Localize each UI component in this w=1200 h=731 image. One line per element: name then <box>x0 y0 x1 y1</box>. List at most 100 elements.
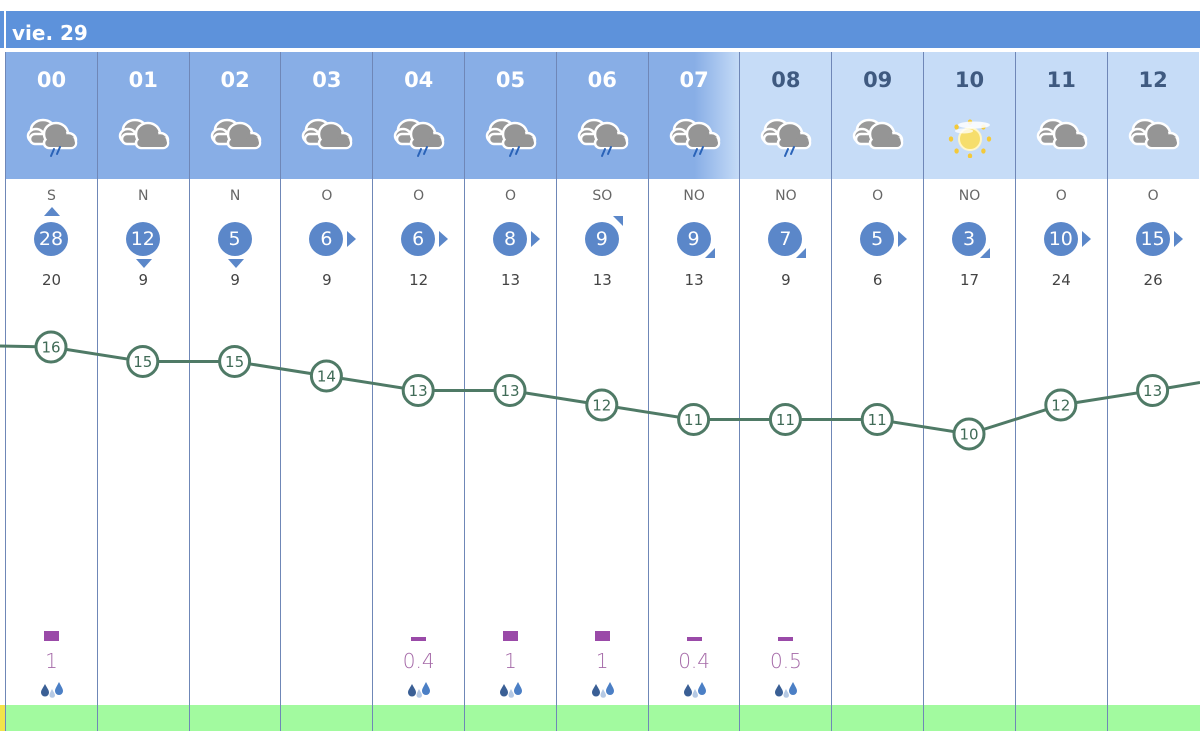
hour-label: 00 <box>36 68 67 92</box>
wind-speed-badge: 5 <box>860 222 895 256</box>
hour-column[interactable]: 09 O 5 6 <box>831 52 924 731</box>
wind-gust: 20 <box>41 271 62 289</box>
wind-speed-badge: 6 <box>401 222 436 256</box>
wind-gust: 9 <box>230 271 240 289</box>
hour-column[interactable]: 01 N 12 9 <box>96 52 189 731</box>
hour-column[interactable]: 00 S 28 20 1 <box>5 52 97 731</box>
cloud-icon <box>852 112 904 158</box>
precipitation-amount: 1 <box>45 649 58 673</box>
hour-column[interactable]: 06 SO 9 13 1 <box>555 52 648 731</box>
hour-columns: 00 S 28 20 1 01 N 12 9 02 N 5 9 03 O 6 9 04 O 6 12 0.4 05 O 8 13 1… <box>5 52 1200 731</box>
wind-direction: O <box>413 188 425 204</box>
hour-column[interactable]: 04 O 6 12 0.4 <box>372 52 465 731</box>
wind-arrow-right-icon <box>531 231 540 247</box>
hour-column[interactable]: 03 O 6 9 <box>280 52 373 731</box>
precipitation-bar <box>503 631 518 641</box>
wind-arrow-down-right-icon <box>980 248 990 258</box>
wind-gust: 13 <box>500 271 521 289</box>
wind-speed-badge: 10 <box>1043 222 1078 256</box>
wind-speed-badge: 3 <box>952 222 986 256</box>
wind-arrow-up-icon <box>44 207 60 216</box>
hour-label: 07 <box>679 68 709 92</box>
cloud-icon <box>118 112 170 158</box>
wind-gust: 12 <box>409 271 429 289</box>
wind-arrow-up-right-icon <box>612 216 623 226</box>
hour-column[interactable]: 12 O 15 26 <box>1106 52 1199 731</box>
separator <box>0 48 1200 52</box>
precipitation-amount: 1 <box>504 649 517 673</box>
wind-arrow-right-icon <box>347 231 357 247</box>
wind-arrow-down-right-icon <box>796 248 807 258</box>
precipitation-amount: 0.4 <box>402 649 435 673</box>
wind-arrow-down-icon <box>135 259 152 268</box>
rain-drops-icon <box>498 680 524 700</box>
top-gap <box>0 0 1200 11</box>
hour-header <box>1107 52 1199 179</box>
rain-drops-icon <box>406 680 432 700</box>
precipitation-amount: 0.5 <box>769 649 802 673</box>
cloud-rain-icon <box>669 112 721 158</box>
precipitation-bar <box>778 637 794 641</box>
hour-header <box>6 52 97 179</box>
wind-arrow-down-icon <box>227 259 244 268</box>
wind-direction: NO <box>958 188 981 204</box>
hour-header <box>1015 52 1107 179</box>
wind-gust: 9 <box>781 271 791 289</box>
sun-haze-icon <box>944 112 996 159</box>
cloud-icon <box>210 112 262 158</box>
hour-header <box>373 52 465 179</box>
rain-drops-icon <box>682 680 708 700</box>
wind-gust: 24 <box>1051 271 1071 289</box>
cloud-rain-icon <box>485 112 537 158</box>
wind-arrow-right-icon <box>1173 231 1183 247</box>
hour-column[interactable]: 05 O 8 13 1 <box>464 52 556 731</box>
hour-column[interactable]: 07 NO 9 13 0.4 <box>647 52 740 731</box>
wind-direction: SO <box>592 188 613 204</box>
cloud-rain-icon <box>760 112 812 158</box>
previous-day-stub[interactable] <box>0 11 6 48</box>
hour-header <box>97 52 189 179</box>
hour-label: 06 <box>587 68 617 92</box>
wind-speed-badge: 15 <box>1135 222 1170 256</box>
hour-label: 05 <box>495 68 526 92</box>
bottom-strip <box>5 705 1200 731</box>
wind-direction: O <box>1055 188 1067 204</box>
rain-drops-icon <box>773 680 799 700</box>
wind-gust: 13 <box>684 271 704 289</box>
wind-direction: O <box>504 188 517 204</box>
wind-gust: 17 <box>959 271 980 289</box>
wind-speed-badge: 9 <box>676 222 711 256</box>
wind-speed-badge: 6 <box>309 222 344 256</box>
hour-column[interactable]: 10 NO 3 17 <box>923 52 1015 731</box>
wind-arrow-right-icon <box>1081 231 1091 247</box>
cloud-icon <box>1036 112 1088 158</box>
previous-day-strip <box>0 705 5 731</box>
wind-direction: N <box>229 188 241 204</box>
hour-header <box>465 52 556 179</box>
hour-label: 09 <box>863 68 893 92</box>
hour-header <box>832 52 924 179</box>
wind-direction: O <box>872 188 884 204</box>
rain-drops-icon <box>590 680 616 700</box>
hour-column[interactable]: 08 NO 7 9 0.5 <box>739 52 832 731</box>
wind-gust: 26 <box>1143 271 1163 289</box>
wind-gust: 6 <box>872 271 883 289</box>
hour-header <box>740 52 832 179</box>
rain-drops-icon <box>39 680 65 700</box>
wind-speed-badge: 9 <box>584 222 619 256</box>
hour-column[interactable]: 11 O 10 24 <box>1014 52 1107 731</box>
wind-speed-badge: 12 <box>125 222 160 256</box>
wind-direction: O <box>321 188 333 204</box>
day-header: vie. 29 <box>0 11 1200 48</box>
hour-label: 12 <box>1138 68 1168 92</box>
wind-direction: NO <box>683 188 705 204</box>
hour-label: 03 <box>312 68 342 92</box>
wind-arrow-right-icon <box>898 231 908 247</box>
wind-gust: 9 <box>322 271 332 289</box>
cloud-icon <box>1128 112 1180 158</box>
hour-label: 10 <box>954 68 985 92</box>
precipitation-bar <box>594 631 610 641</box>
precipitation-bar <box>686 637 702 641</box>
hour-column[interactable]: 02 N 5 9 <box>188 52 281 731</box>
